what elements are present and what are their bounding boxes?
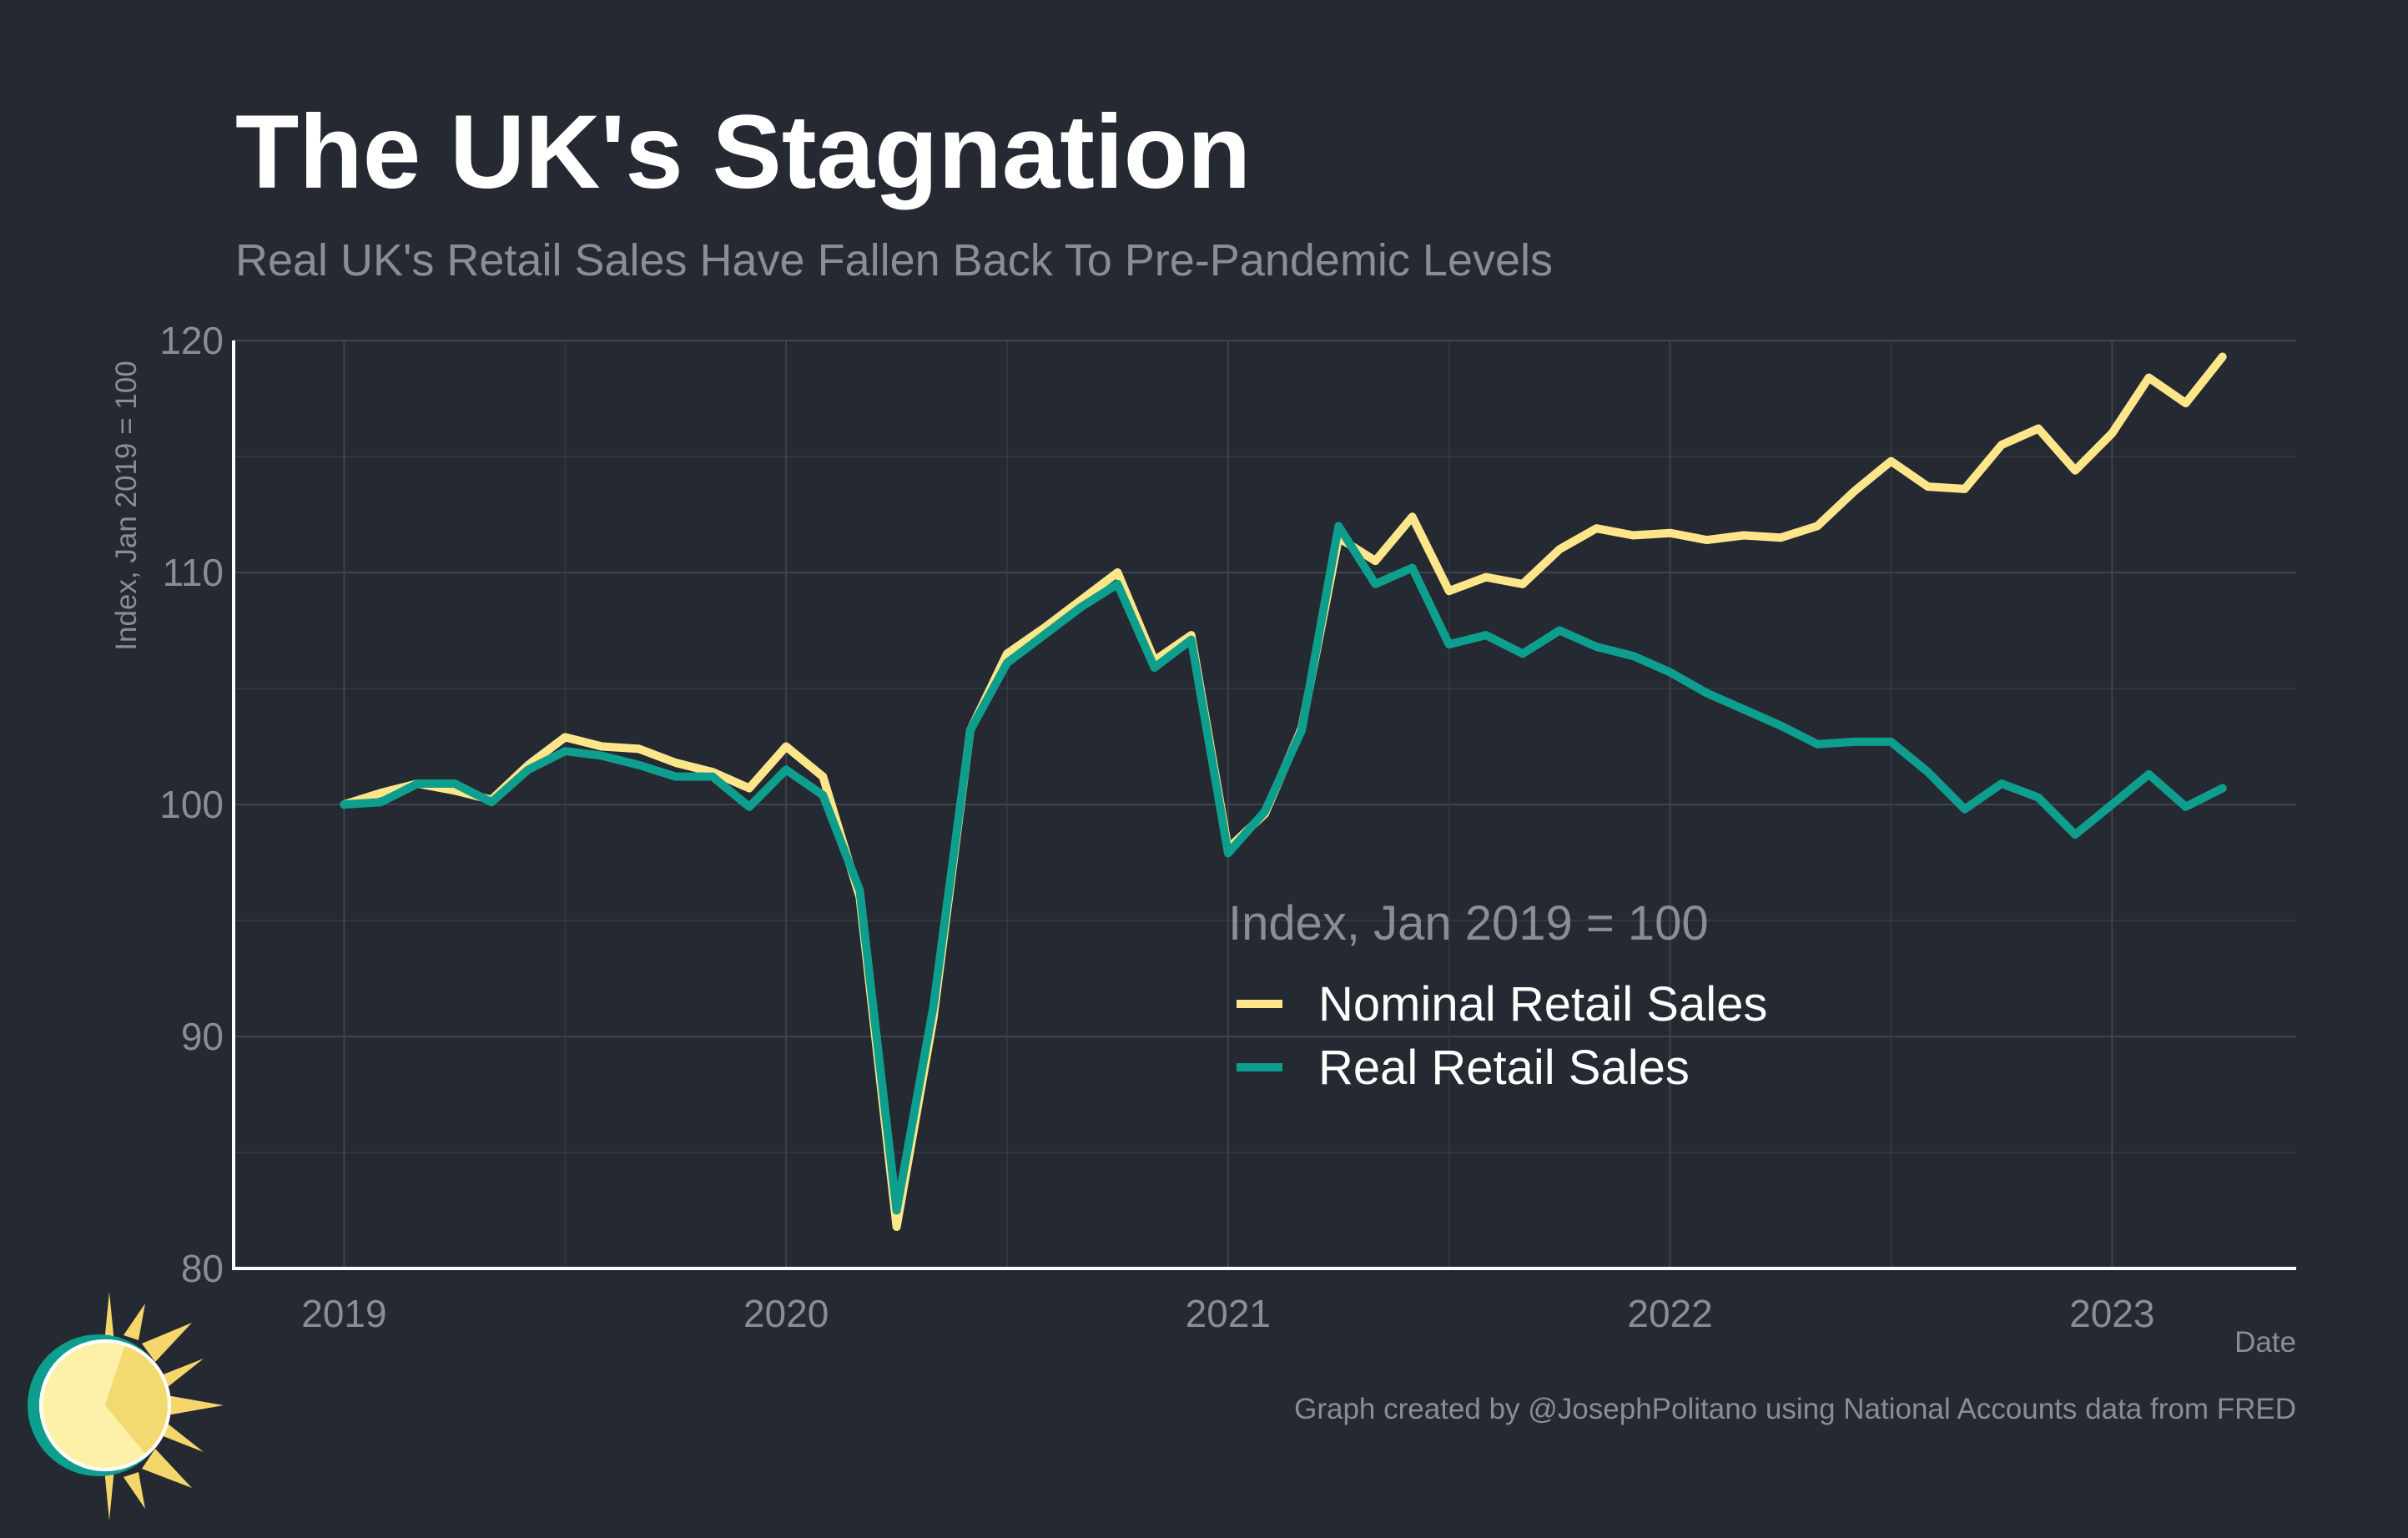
chart-title: The UK's Stagnation — [235, 94, 1251, 210]
y-tick-label: 120 — [159, 319, 224, 362]
x-tick-label: 2023 — [2069, 1292, 2154, 1335]
series-group — [340, 352, 2227, 1231]
legend-title: Index, Jan 2019 = 100 — [1228, 896, 1709, 951]
y-tick-label: 90 — [181, 1015, 224, 1058]
y-tick-label: 110 — [163, 551, 224, 594]
x-tick-label: 2022 — [1627, 1292, 1712, 1335]
chart-subtitle: Real UK's Retail Sales Have Fallen Back … — [235, 235, 1553, 285]
x-axis-title: Date — [2234, 1326, 2296, 1359]
legend: Index, Jan 2019 = 100 Nominal Retail Sal… — [1228, 896, 1767, 1095]
legend-label-nominal: Nominal Retail Sales — [1318, 977, 1767, 1031]
x-tick-label: 2019 — [301, 1292, 386, 1335]
series-line-real — [340, 522, 2227, 1215]
y-tick-labels: 80 90 100 110 120 — [159, 319, 224, 1290]
x-tick-label: 2021 — [1186, 1292, 1271, 1335]
sun-logo-icon — [28, 1292, 224, 1520]
y-axis-title: Index, Jan 2019 = 100 — [110, 361, 143, 650]
y-tick-label: 100 — [159, 783, 224, 826]
y-tick-label: 80 — [181, 1247, 224, 1290]
caption: Graph created by @JosephPolitano using N… — [1294, 1393, 2296, 1425]
legend-label-real: Real Retail Sales — [1318, 1041, 1690, 1095]
x-tick-labels: 2019 2020 2021 2022 2023 — [301, 1292, 2154, 1335]
series-line-nominal — [340, 352, 2227, 1231]
x-tick-label: 2020 — [743, 1292, 829, 1335]
